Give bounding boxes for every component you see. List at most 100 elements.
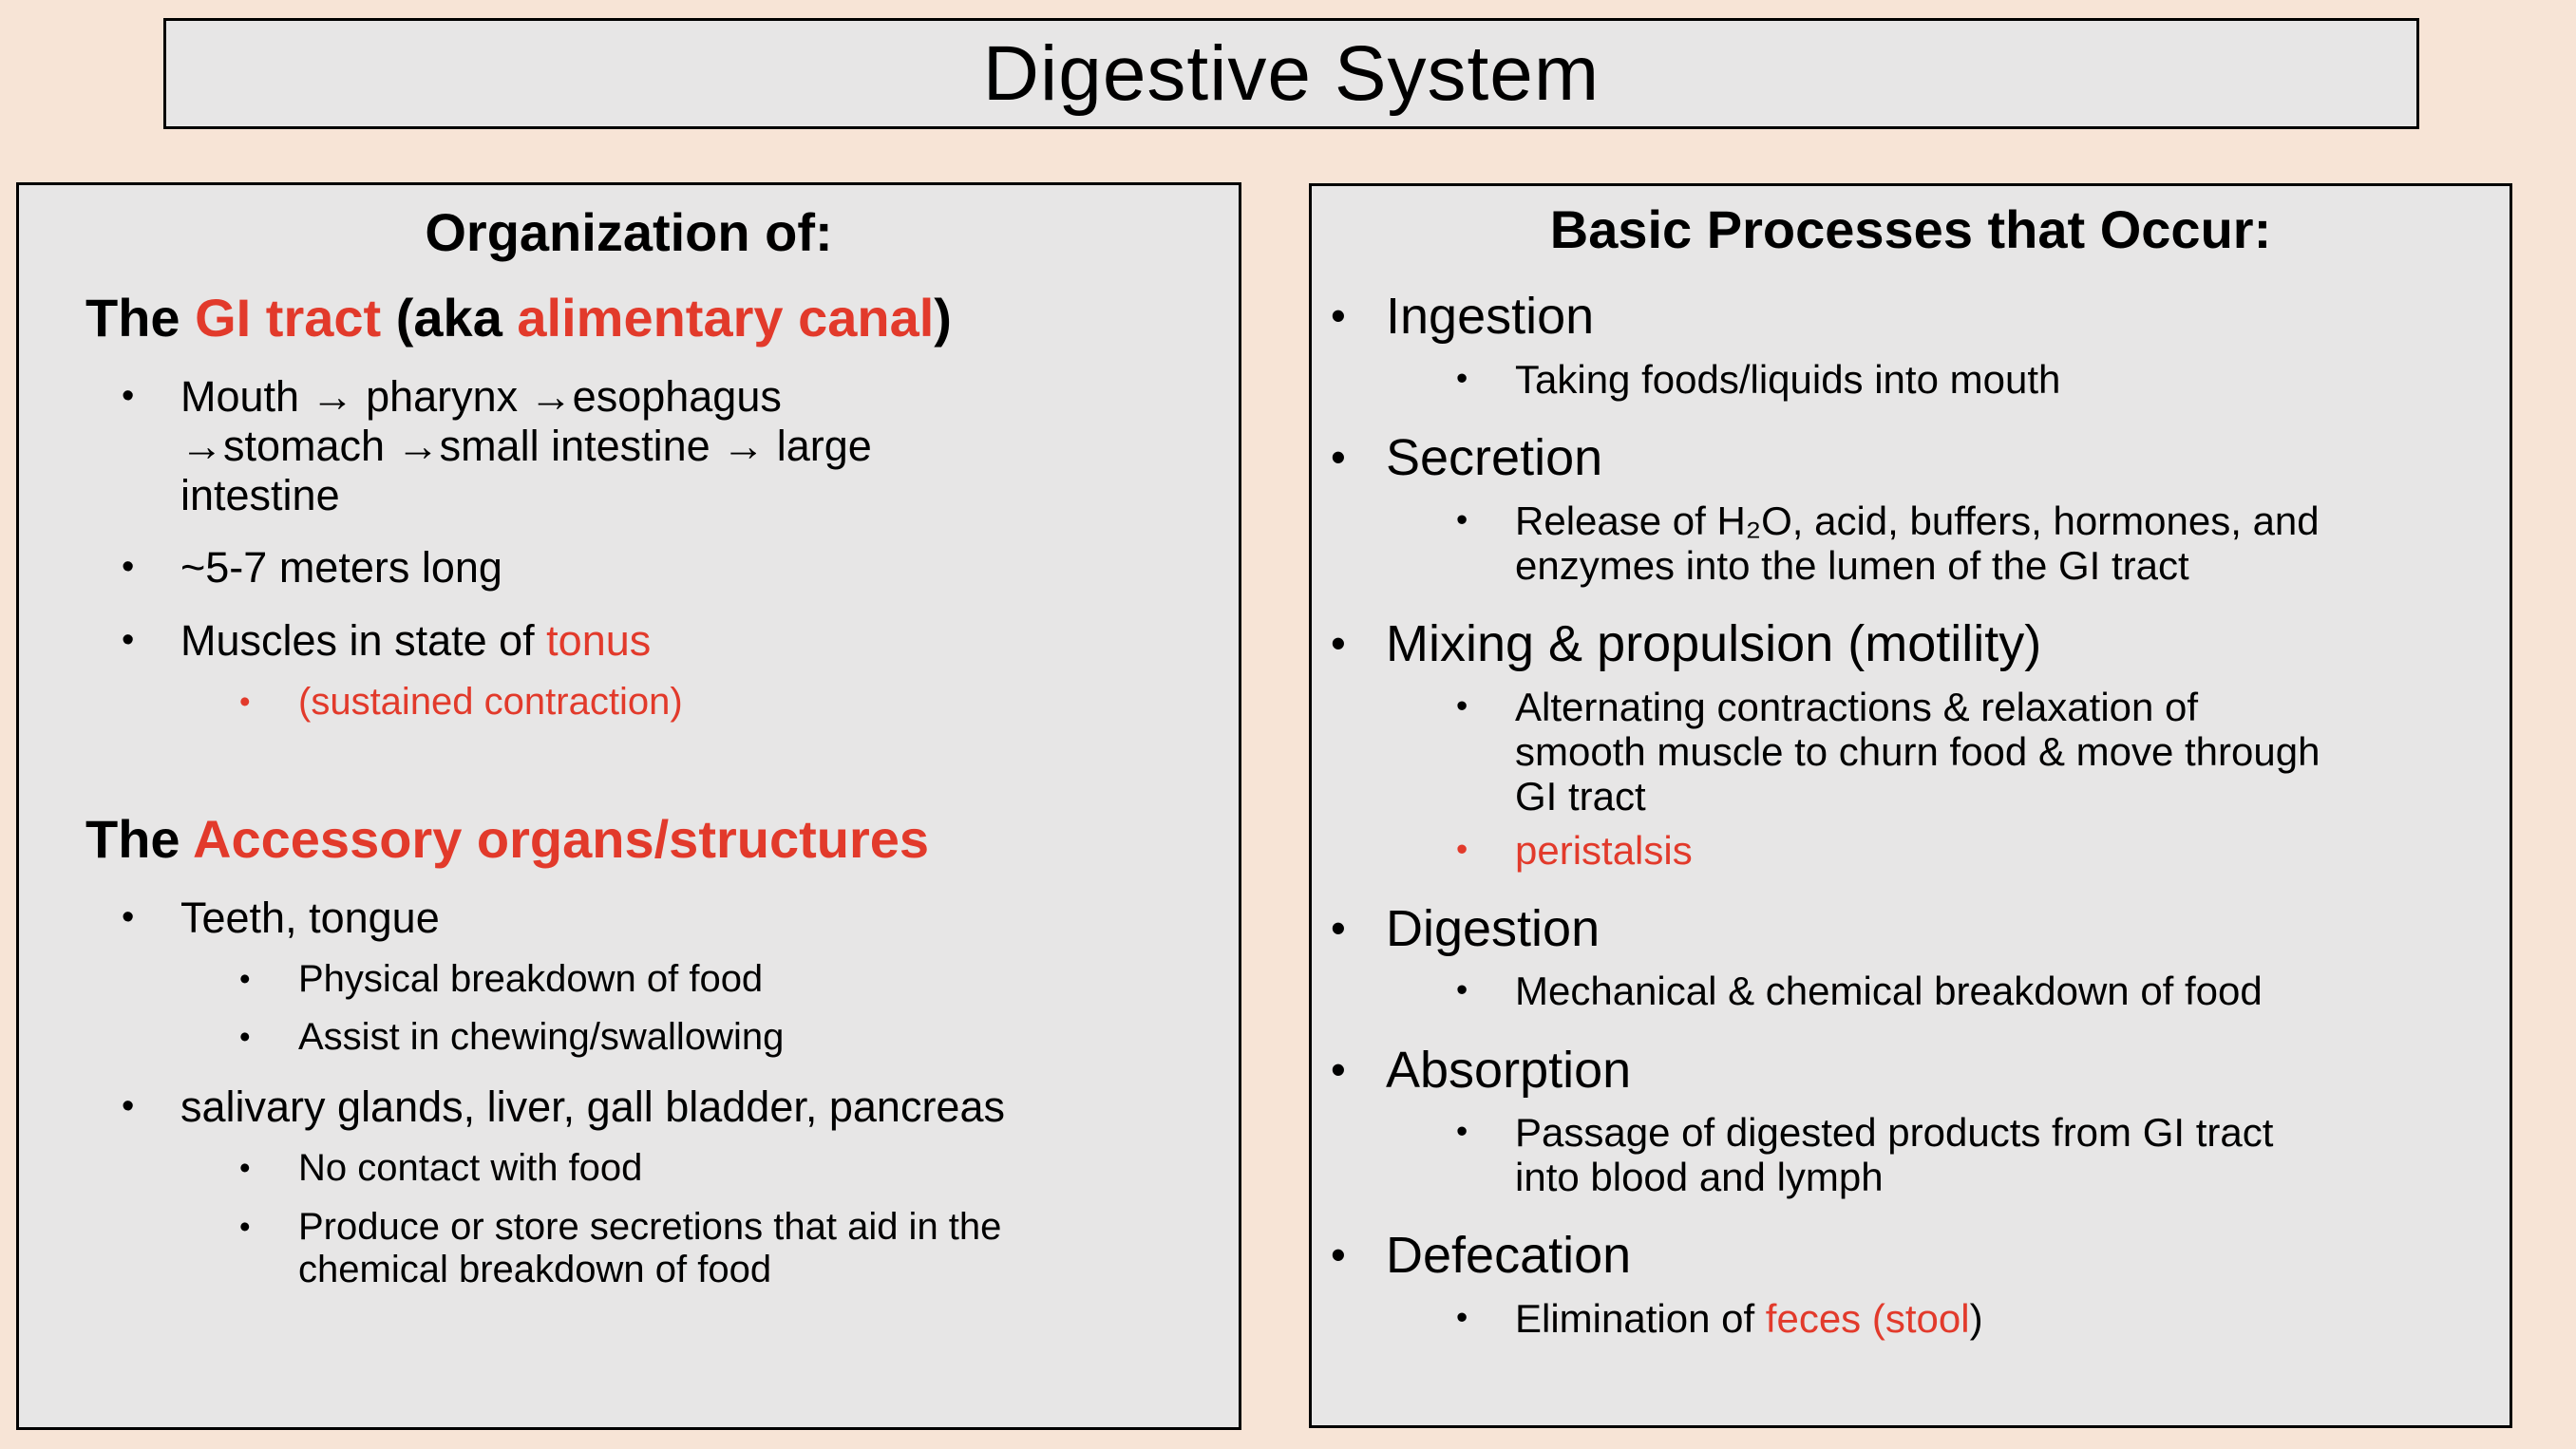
bullet-item: • (sustained contraction) bbox=[38, 681, 1220, 724]
bullet-text: Taking foods/liquids into mouth bbox=[1515, 357, 2060, 402]
bullet-text: Produce or store secretions that aid in … bbox=[298, 1206, 1001, 1292]
bullet-dot-icon: • bbox=[122, 547, 135, 588]
bullet-text: Mouth → pharynx →esophagus →stomach →sma… bbox=[180, 372, 872, 521]
text-segment: Defecation bbox=[1386, 1227, 1632, 1285]
text-segment: Absorption bbox=[1386, 1041, 1632, 1099]
bullet-text: Secretion bbox=[1386, 428, 1602, 489]
organization-panel-heading: Organization of: bbox=[425, 202, 833, 262]
bullet-item: • peristalsis bbox=[1312, 828, 2510, 873]
bullet-item: • salivary glands, liver, gall bladder, p… bbox=[38, 1082, 1220, 1132]
text-segment: Produce or store secretions that aid in … bbox=[298, 1205, 1002, 1291]
bullet-text: Elimination of feces (stool) bbox=[1515, 1296, 1983, 1341]
bullet-dot-icon: • bbox=[1456, 830, 1468, 868]
basic-processes-panel: Basic Processes that Occur: • Ingestion • T… bbox=[1309, 183, 2512, 1428]
bullet-text: Muscles in state of tonus bbox=[180, 616, 651, 666]
bullet-dot-icon: • bbox=[1456, 1113, 1468, 1151]
bullet-item: • ~5-7 meters long bbox=[38, 543, 1220, 593]
text-segment: GI tract bbox=[195, 288, 396, 348]
bullet-item: • Passage of digested products from GI tr… bbox=[1312, 1110, 2510, 1199]
text-segment: Ingestion bbox=[1386, 288, 1595, 346]
text-segment: (sustained contraction) bbox=[298, 680, 683, 723]
text-segment: ) bbox=[934, 288, 952, 348]
text-segment: Mixing & propulsion (motility) bbox=[1386, 614, 2042, 672]
bullet-text: ~5-7 meters long bbox=[180, 543, 502, 593]
bullet-text: Alternating contractions & relaxation of… bbox=[1515, 685, 2320, 819]
bullet-item: • Elimination of feces (stool) bbox=[1312, 1296, 2510, 1341]
bullet-text: Release of H₂O, acid, buffers, hormones,… bbox=[1515, 499, 2320, 588]
text-segment: Taking foods/liquids into mouth bbox=[1515, 357, 2061, 403]
text-segment: tonus bbox=[546, 615, 652, 665]
organization-panel-body: The GI tract (aka alimentary canal) • Mout… bbox=[38, 288, 1220, 1292]
bullet-dot-icon: • bbox=[1331, 1044, 1346, 1094]
text-segment: Accessory organs/structures bbox=[193, 809, 930, 870]
text-segment: Alternating contractions & relaxation of… bbox=[1515, 684, 2320, 819]
bullet-item: • Mechanical & chemical breakdown of food bbox=[1312, 969, 2510, 1013]
bullet-dot-icon: • bbox=[239, 960, 251, 996]
bullet-text: (sustained contraction) bbox=[298, 681, 683, 724]
basic-processes-panel-body: • Ingestion • Taking foods/liquids into mou… bbox=[1312, 287, 2510, 1341]
bullet-text: Mixing & propulsion (motility) bbox=[1386, 614, 2041, 675]
bullet-text: Assist in chewing/swallowing bbox=[298, 1016, 784, 1060]
bullet-dot-icon: • bbox=[239, 1150, 251, 1186]
text-segment: The bbox=[85, 288, 196, 348]
bullet-dot-icon: • bbox=[1456, 1299, 1468, 1337]
text-segment: ) bbox=[1969, 1296, 1983, 1342]
text-segment: Physical breakdown of food bbox=[298, 957, 764, 1000]
section: The Accessory organs/structures • Teeth, t… bbox=[38, 809, 1220, 1292]
bullet-dot-icon: • bbox=[1456, 687, 1468, 724]
bullet-dot-icon: • bbox=[122, 619, 135, 660]
text-segment: Elimination of bbox=[1515, 1296, 1766, 1342]
text-segment: Secretion bbox=[1386, 429, 1603, 487]
bullet-dot-icon: • bbox=[122, 1086, 135, 1127]
section-heading: The Accessory organs/structures bbox=[85, 809, 1214, 870]
bullet-dot-icon: • bbox=[122, 896, 135, 937]
bullet-item: • Absorption bbox=[1312, 1041, 2510, 1101]
bullet-text: Ingestion bbox=[1386, 287, 1594, 348]
title-box: Digestive System bbox=[163, 18, 2419, 129]
bullet-dot-icon: • bbox=[1456, 360, 1468, 398]
bullet-item: • Produce or store secretions that aid in… bbox=[38, 1206, 1220, 1292]
bullet-dot-icon: • bbox=[1331, 1231, 1346, 1280]
bullet-dot-icon: • bbox=[1331, 292, 1346, 341]
bullet-text: peristalsis bbox=[1515, 828, 1693, 873]
bullet-text: Passage of digested products from GI tra… bbox=[1515, 1110, 2273, 1199]
bullet-item: • Mixing & propulsion (motility) bbox=[1312, 614, 2510, 675]
organization-panel: Organization of: The GI tract (aka alime… bbox=[16, 182, 1241, 1430]
slide-title: Digestive System bbox=[982, 29, 1601, 117]
bullet-text: salivary glands, liver, gall bladder, pa… bbox=[180, 1082, 1005, 1132]
bullet-item: • Defecation bbox=[1312, 1226, 2510, 1287]
bullet-item: • Alternating contractions & relaxation o… bbox=[1312, 685, 2510, 819]
bullet-item: • Mouth → pharynx →esophagus →stomach →sm… bbox=[38, 372, 1220, 521]
text-segment: Muscles in state of bbox=[180, 615, 547, 665]
text-segment: feces bbox=[1765, 1296, 1872, 1342]
bullet-text: No contact with food bbox=[298, 1147, 642, 1191]
bullet-dot-icon: • bbox=[239, 1019, 251, 1055]
bullet-item: • Teeth, tongue bbox=[38, 894, 1220, 943]
text-segment: ~5-7 meters long bbox=[180, 543, 502, 593]
bullet-item: • Assist in chewing/swallowing bbox=[38, 1016, 1220, 1060]
bullet-item: • Ingestion bbox=[1312, 287, 2510, 348]
bullet-item: • Digestion bbox=[1312, 899, 2510, 960]
text-segment: salivary glands, liver, gall bladder, pa… bbox=[180, 1082, 1005, 1132]
text-segment: (stool bbox=[1871, 1296, 1970, 1342]
bullet-item: • Taking foods/liquids into mouth bbox=[1312, 357, 2510, 402]
text-segment: Passage of digested products from GI tra… bbox=[1515, 1110, 2274, 1200]
bullet-item: • Muscles in state of tonus bbox=[38, 616, 1220, 666]
bullet-dot-icon: • bbox=[1331, 618, 1346, 668]
text-segment: Assist in chewing/swallowing bbox=[298, 1016, 785, 1059]
bullet-item: • Release of H₂O, acid, buffers, hormones… bbox=[1312, 499, 2510, 588]
section: The GI tract (aka alimentary canal) • Mout… bbox=[38, 288, 1220, 724]
text-segment: alimentary canal bbox=[517, 288, 935, 348]
bullet-dot-icon: • bbox=[1456, 971, 1468, 1009]
text-segment: Mouth → pharynx →esophagus →stomach →sma… bbox=[180, 371, 872, 520]
bullet-text: Mechanical & chemical breakdown of food bbox=[1515, 969, 2263, 1013]
bullet-dot-icon: • bbox=[1331, 903, 1346, 952]
bullet-dot-icon: • bbox=[122, 375, 135, 416]
bullet-item: • No contact with food bbox=[38, 1147, 1220, 1191]
text-segment: peristalsis bbox=[1515, 827, 1693, 873]
bullet-dot-icon: • bbox=[1331, 433, 1346, 482]
text-segment: Mechanical & chemical breakdown of food bbox=[1515, 969, 2263, 1014]
text-segment: Digestion bbox=[1386, 899, 1601, 957]
bullet-dot-icon: • bbox=[1456, 500, 1468, 538]
